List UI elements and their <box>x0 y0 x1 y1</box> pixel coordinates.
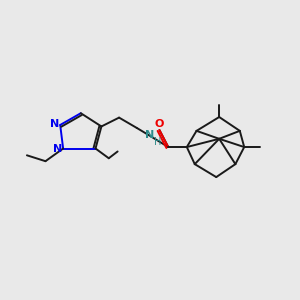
Text: O: O <box>154 119 164 129</box>
Text: N: N <box>146 130 154 140</box>
Text: N: N <box>50 119 59 129</box>
Text: H: H <box>154 137 162 147</box>
Text: N: N <box>53 144 62 154</box>
